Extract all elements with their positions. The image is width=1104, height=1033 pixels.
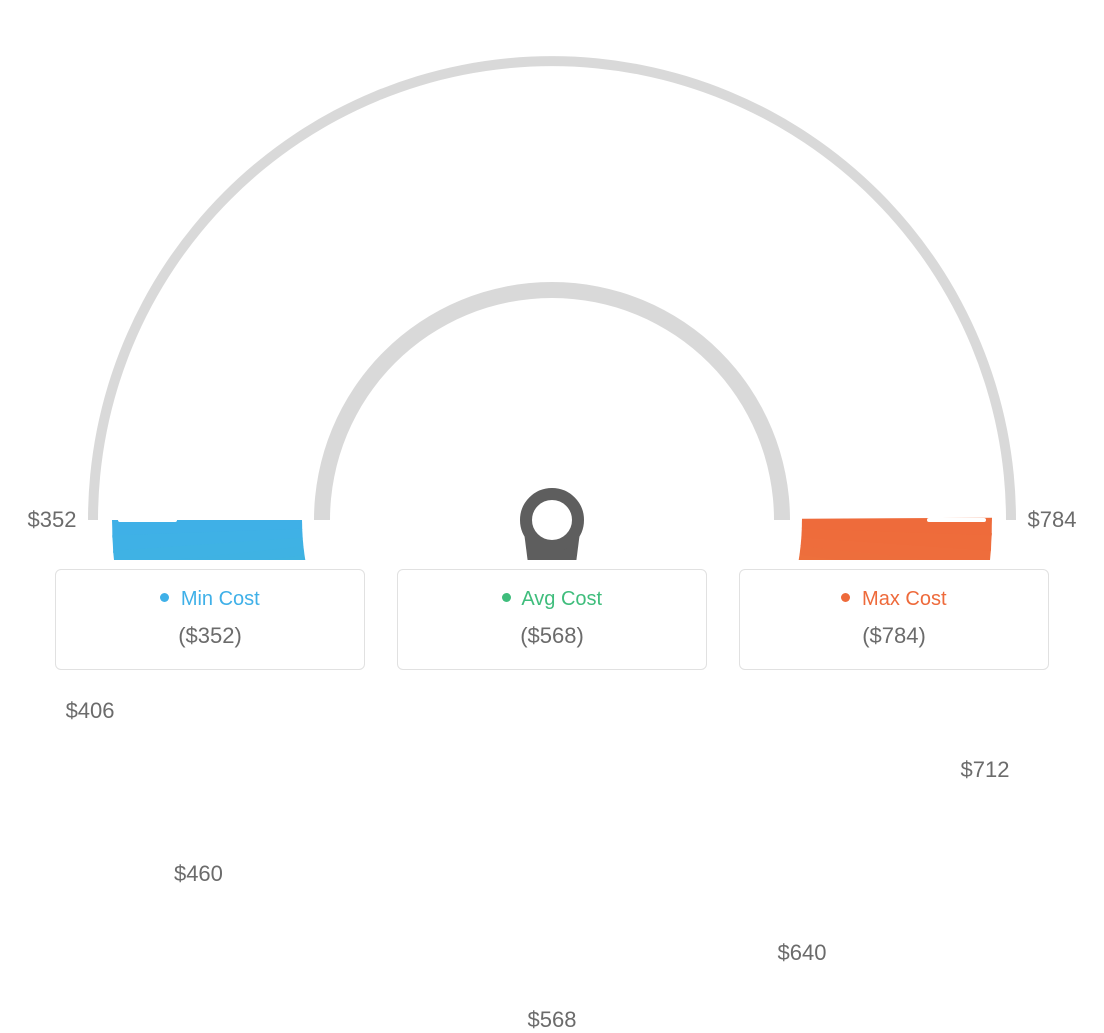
legend-max-value: ($784) <box>750 623 1038 649</box>
gauge-tick-label: $406 <box>66 698 115 724</box>
legend-min-title: Min Cost <box>66 588 354 611</box>
legend-min-value: ($352) <box>66 623 354 649</box>
gauge-chart: $352$406$460$568$640$712$784 <box>0 0 1104 560</box>
legend-avg-value: ($568) <box>408 623 696 649</box>
legend-max-label: Max Cost <box>862 588 946 610</box>
legend-max-dot-icon <box>841 593 850 602</box>
legend-avg-label: Avg Cost <box>521 588 602 610</box>
legend-min-label: Min Cost <box>181 588 260 610</box>
legend-min-dot-icon <box>160 593 169 602</box>
gauge-tick-label: $460 <box>174 861 223 887</box>
gauge-tick-label: $640 <box>778 940 827 966</box>
cost-gauge-widget: $352$406$460$568$640$712$784 Min Cost ($… <box>0 0 1104 690</box>
legend-row: Min Cost ($352) Avg Cost ($568) Max Cost… <box>0 569 1104 670</box>
legend-avg-card: Avg Cost ($568) <box>397 569 707 670</box>
gauge-tick-label: $712 <box>961 757 1010 783</box>
legend-avg-dot-icon <box>502 593 511 602</box>
gauge-tick-label: $784 <box>1028 507 1077 533</box>
legend-max-card: Max Cost ($784) <box>739 569 1049 670</box>
legend-avg-title: Avg Cost <box>408 588 696 611</box>
gauge-tick-label: $352 <box>28 507 77 533</box>
legend-min-card: Min Cost ($352) <box>55 569 365 670</box>
gauge-tick-label: $568 <box>528 1007 577 1033</box>
legend-max-title: Max Cost <box>750 588 1038 611</box>
